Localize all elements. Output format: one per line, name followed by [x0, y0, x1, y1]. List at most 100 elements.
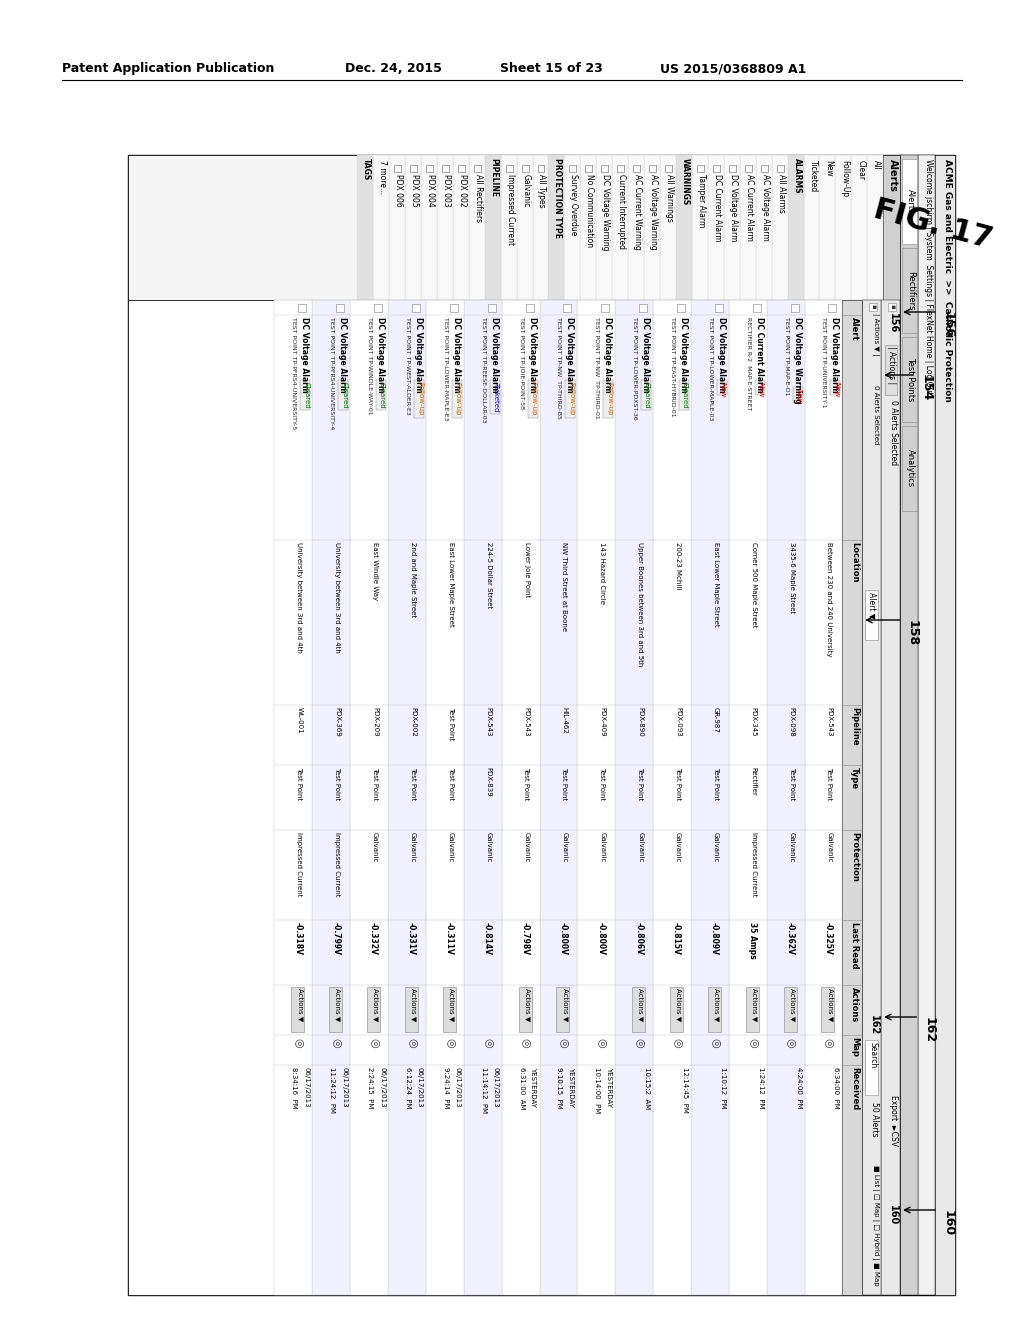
Text: DC Voltage Alarm: DC Voltage Alarm: [679, 317, 688, 393]
Bar: [292, 987, 304, 1032]
Text: Test Point: Test Point: [788, 767, 795, 800]
Text: DC Voltage Alarm: DC Voltage Alarm: [376, 317, 385, 393]
Bar: [791, 304, 799, 312]
Text: All Rectifiers: All Rectifiers: [474, 174, 482, 222]
Bar: [884, 154, 900, 300]
Bar: [865, 590, 879, 640]
Bar: [442, 987, 456, 1032]
Text: Test Point: Test Point: [447, 708, 454, 741]
Bar: [632, 987, 645, 1032]
Bar: [753, 304, 761, 312]
Text: DC Voltage Alarm: DC Voltage Alarm: [729, 174, 737, 242]
Text: PDX 005: PDX 005: [410, 174, 419, 207]
Text: Last Read: Last Read: [850, 921, 859, 969]
Bar: [708, 987, 721, 1032]
Text: FIG. 17: FIG. 17: [870, 195, 995, 255]
Text: PDX 002: PDX 002: [458, 174, 467, 207]
Text: Clear: Clear: [856, 160, 865, 180]
Text: DC Voltage Alarm: DC Voltage Alarm: [565, 317, 574, 393]
Bar: [708, 154, 724, 300]
Text: University between 3rd and 4th: University between 3rd and 4th: [296, 543, 302, 653]
Text: DC Voltage Alarm: DC Voltage Alarm: [452, 317, 461, 393]
Text: East Lower Maple Street: East Lower Maple Street: [447, 543, 454, 627]
Text: Actions ▼: Actions ▼: [562, 987, 568, 1022]
Text: DC Current Alarm: DC Current Alarm: [713, 174, 722, 242]
Bar: [538, 165, 545, 172]
Text: PIPELINE: PIPELINE: [489, 158, 499, 197]
Text: Test Points: Test Points: [906, 358, 915, 401]
Text: No Communication: No Communication: [586, 174, 594, 247]
Text: 12:14:45  PM: 12:14:45 PM: [682, 1067, 688, 1113]
Bar: [374, 304, 382, 312]
Text: Test Point: Test Point: [447, 767, 454, 800]
Text: Follow-up: Follow-up: [455, 381, 461, 416]
Bar: [851, 154, 867, 300]
Bar: [549, 154, 564, 300]
Text: YESTERDAY: YESTERDAY: [568, 1067, 574, 1107]
Text: Alerts: Alerts: [906, 189, 915, 214]
Text: New: New: [796, 389, 802, 405]
Bar: [761, 165, 768, 172]
Text: PDX 006: PDX 006: [394, 174, 403, 207]
Bar: [787, 154, 804, 300]
Text: 156: 156: [888, 313, 898, 333]
Bar: [772, 154, 787, 300]
Text: | Actions |: | Actions |: [887, 346, 896, 384]
Bar: [739, 154, 756, 300]
Text: Test Point: Test Point: [296, 767, 302, 800]
Text: HIL-462: HIL-462: [561, 708, 567, 734]
Text: YESTERDAY: YESTERDAY: [606, 1067, 612, 1107]
Text: New: New: [758, 381, 764, 397]
Text: GR-987: GR-987: [713, 708, 719, 733]
Text: 156: 156: [941, 312, 954, 338]
Bar: [756, 154, 772, 300]
Bar: [641, 380, 651, 411]
Text: East Lower Maple Street: East Lower Maple Street: [713, 543, 719, 627]
Bar: [900, 154, 919, 1295]
Text: New: New: [834, 381, 840, 397]
Text: Welcome jschirm | System  Settings | FlexNet Home | Log Out: Welcome jschirm | System Settings | Flex…: [924, 158, 933, 395]
Text: DC Voltage Alarm: DC Voltage Alarm: [527, 317, 537, 393]
Text: Actions ▼: Actions ▼: [449, 987, 455, 1022]
Text: -0.331V: -0.331V: [407, 921, 416, 954]
Text: 8:34:16  PM: 8:34:16 PM: [292, 1067, 297, 1109]
Text: DC Voltage Alarm: DC Voltage Alarm: [717, 317, 726, 393]
Text: Galvanic: Galvanic: [713, 832, 719, 862]
Text: 7 more...: 7 more...: [378, 160, 387, 194]
Text: Galvanic: Galvanic: [447, 832, 454, 862]
Text: Actions ▼: Actions ▼: [714, 987, 720, 1022]
Text: Test Point: Test Point: [372, 767, 378, 800]
Bar: [410, 165, 417, 172]
Text: Cleared: Cleared: [379, 381, 385, 408]
Text: 6:34:00  PM: 6:34:00 PM: [834, 1067, 840, 1109]
Text: -0.814V: -0.814V: [482, 921, 492, 954]
Text: 1:24:12  PM: 1:24:12 PM: [758, 1067, 764, 1109]
Text: Test Point: Test Point: [675, 767, 681, 800]
Text: Location: Location: [850, 543, 859, 582]
Text: ◎: ◎: [673, 1038, 683, 1048]
Bar: [128, 154, 955, 1295]
Text: 0 Alerts Selected: 0 Alerts Selected: [873, 385, 880, 445]
Text: | Actions ▼ |: | Actions ▼ |: [872, 313, 880, 355]
Bar: [691, 300, 729, 1295]
Bar: [373, 154, 389, 300]
Text: 6:12:24  PM: 6:12:24 PM: [404, 1067, 411, 1109]
Bar: [298, 304, 306, 312]
Bar: [676, 154, 692, 300]
Text: Sheet 15 of 23: Sheet 15 of 23: [500, 62, 603, 75]
Bar: [452, 380, 462, 418]
Text: TAGS: TAGS: [362, 158, 371, 181]
Bar: [389, 154, 406, 300]
Bar: [670, 987, 683, 1032]
Bar: [697, 165, 703, 172]
Bar: [715, 304, 723, 312]
Bar: [518, 987, 531, 1032]
Text: ◎: ◎: [370, 1038, 380, 1048]
Bar: [330, 987, 342, 1032]
Text: -0.815V: -0.815V: [672, 921, 681, 954]
Text: Test Point: Test Point: [561, 767, 567, 800]
Text: PDX 004: PDX 004: [426, 174, 435, 207]
Bar: [902, 426, 918, 511]
Bar: [368, 987, 380, 1032]
Bar: [414, 380, 424, 418]
